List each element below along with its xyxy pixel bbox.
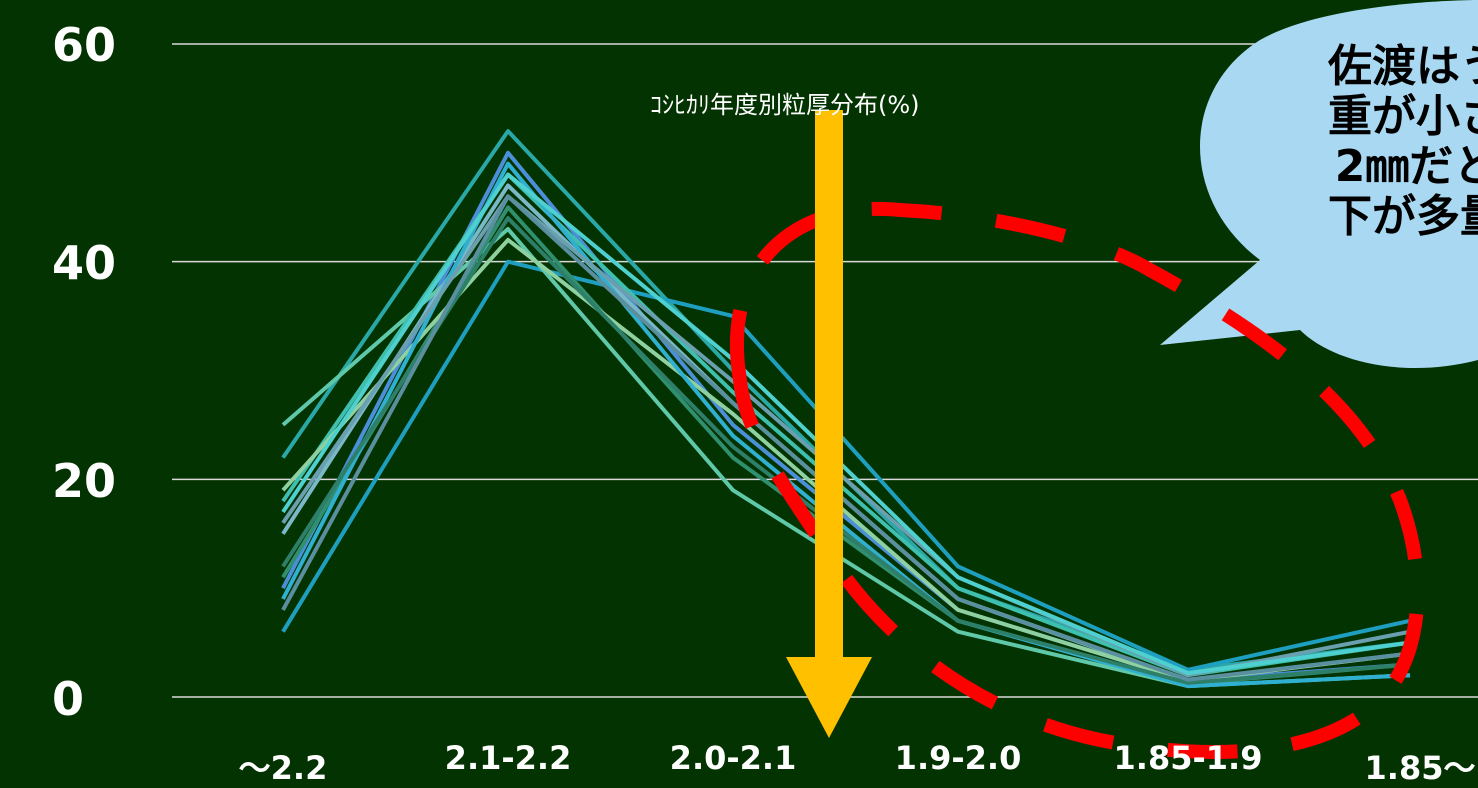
y-tick-label-20: 20 bbox=[52, 454, 117, 508]
chart-title: ｺｼﾋｶﾘ年度別粒厚分布(%) bbox=[650, 91, 920, 119]
x-tick-label-1: ～2.2 bbox=[238, 749, 328, 787]
series-line-13 bbox=[281, 194, 1411, 682]
x-tick-label-3: 2.0-2.1 bbox=[669, 739, 797, 777]
series-line-11 bbox=[281, 216, 1411, 685]
series-line-9 bbox=[281, 161, 1411, 689]
series-line-12 bbox=[281, 172, 1411, 676]
y-tick-label-40: 40 bbox=[52, 236, 117, 290]
callout-line-3: 2㎜だと bbox=[1334, 141, 1478, 192]
series-line-3 bbox=[281, 259, 1411, 672]
callout-line-1: 佐渡はう bbox=[1328, 41, 1478, 92]
x-tick-label-2: 2.1-2.2 bbox=[444, 739, 572, 777]
x-tick-label-6: 1.85～ bbox=[1364, 749, 1476, 787]
y-tick-label-60: 60 bbox=[52, 18, 117, 72]
series-line-6 bbox=[281, 172, 1411, 678]
y-tick-label-0: 0 bbox=[52, 672, 85, 726]
down-arrow-icon bbox=[786, 657, 872, 738]
series-lines bbox=[281, 129, 1411, 689]
callout-text: 佐渡はう 重が小さ 2㎜だと 下が多量 bbox=[1286, 42, 1478, 242]
callout-line-2: 重が小さ bbox=[1328, 91, 1478, 142]
dashed-ellipse-annotation bbox=[729, 201, 1425, 759]
annotation-layer bbox=[729, 0, 1478, 759]
callout-bubble bbox=[1160, 0, 1478, 369]
x-tick-label-5: 1.85-1.9 bbox=[1113, 739, 1263, 777]
x-tick-label-4: 1.9-2.0 bbox=[894, 739, 1022, 777]
arrow-shaft bbox=[815, 110, 843, 660]
callout-line-4: 下が多量 bbox=[1328, 191, 1478, 242]
